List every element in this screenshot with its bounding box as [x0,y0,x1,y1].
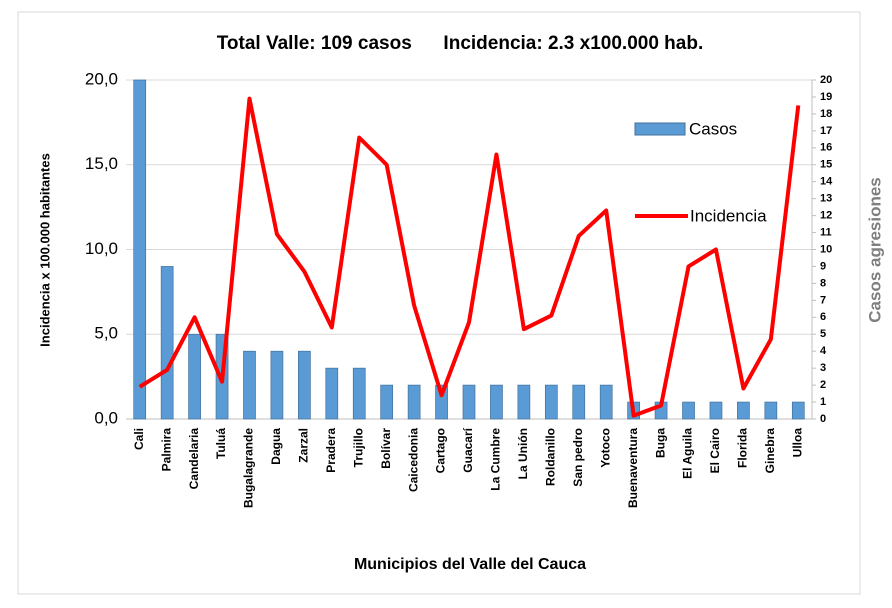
bar [188,333,201,420]
bar [791,401,805,420]
x-tick-label: Cali [132,428,146,450]
bar [407,384,421,420]
y2-tick-label: 13 [820,193,832,205]
legend-label: Incidencia [690,206,767,225]
x-tick-label: Ginebra [763,428,777,474]
bar [352,367,366,420]
y2-tick-label: 20 [820,74,832,86]
line [138,96,801,418]
y2-tick-label: 7 [820,294,826,306]
y2-tick-label: 9 [820,260,826,272]
y-tick-label: 10,0 [85,239,118,258]
y2-tick-label: 19 [820,91,832,103]
x-tick-label: Ulloa [790,428,804,458]
y2-tick-label: 8 [820,277,826,289]
y2-tick-label: 10 [820,243,832,255]
y2-tick-label: 14 [820,176,833,188]
y2-tick-label: 15 [820,159,832,171]
bar [325,367,339,420]
y2-tick-label: 6 [820,311,826,323]
bar [709,401,723,420]
bar [160,266,174,420]
y2-tick-label: 0 [820,413,826,425]
x-tick-label: Roldanillo [543,428,557,486]
legend-swatch [634,122,686,136]
x-tick-label: Guacarí [461,427,475,472]
chart-title: Total Valle: 109 casos Incidencia: 2.3 x… [217,33,704,54]
y-tick-label: 15,0 [85,154,118,173]
bar [435,384,448,420]
y-tick-label: 0,0 [94,408,118,427]
y2-tick-label: 17 [820,125,832,137]
x-tick-label: Cartago [434,428,448,473]
x-tick-label: Candelaria [187,428,201,490]
y-axis-label: Incidencia x 100.000 habitantes [37,153,52,347]
x-tick-label: El Aguila [681,428,695,479]
y2-tick-label: 3 [820,362,826,374]
bar [380,384,394,420]
bar [599,384,613,420]
x-tick-label: Buenaventura [626,428,640,508]
x-tick-label: Caicedonia [406,428,420,492]
x-tick-label: Dagua [269,428,283,465]
y2-tick-label: 12 [820,210,832,222]
bar [517,384,531,420]
x-tick-label: Trujillo [351,428,365,467]
x-tick-label: La Cumbre [489,428,503,491]
x-tick-label: Bugalagrande [242,428,256,508]
bar [298,350,311,420]
bar [243,350,256,420]
x-tick-label: Florida [736,428,750,468]
y2-tick-label: 16 [820,142,832,154]
legend-label: Casos [689,119,737,138]
y2-tick-label: 5 [820,328,826,340]
y2-tick-label: 2 [820,379,826,391]
y2-tick-label: 18 [820,108,832,120]
x-tick-label: La Unión [516,428,530,479]
x-tick-label: El Cairo [708,428,722,473]
x-tick-label: Buga [653,428,667,458]
y2-tick-label: 1 [820,396,826,408]
bar [764,401,778,420]
bar [737,401,750,420]
bar [270,350,284,420]
y2-tick-label: 4 [820,345,827,357]
y-tick-label: 5,0 [94,324,118,343]
x-tick-label: Palmira [159,428,173,472]
x-axis-label: Municipios del Valle del Cauca [354,556,586,573]
y2-axis-label: Casos agresiones [865,177,884,323]
y2-tick-label: 11 [820,226,832,238]
bar [490,384,503,420]
x-tick-label: Pradera [324,428,338,473]
x-tick-label: Yotoco [598,428,612,468]
bar [462,384,476,420]
bar [572,384,586,420]
x-tick-label: San pedro [571,428,585,487]
x-tick-label: Bolívar [379,428,393,469]
chart-frame [17,11,861,595]
y-tick-label: 20,0 [85,69,118,88]
x-tick-label: Zarzal [297,428,311,463]
bar [682,401,695,420]
bar [133,79,147,420]
x-tick-label: Tuluá [214,428,228,459]
bar [544,384,558,420]
